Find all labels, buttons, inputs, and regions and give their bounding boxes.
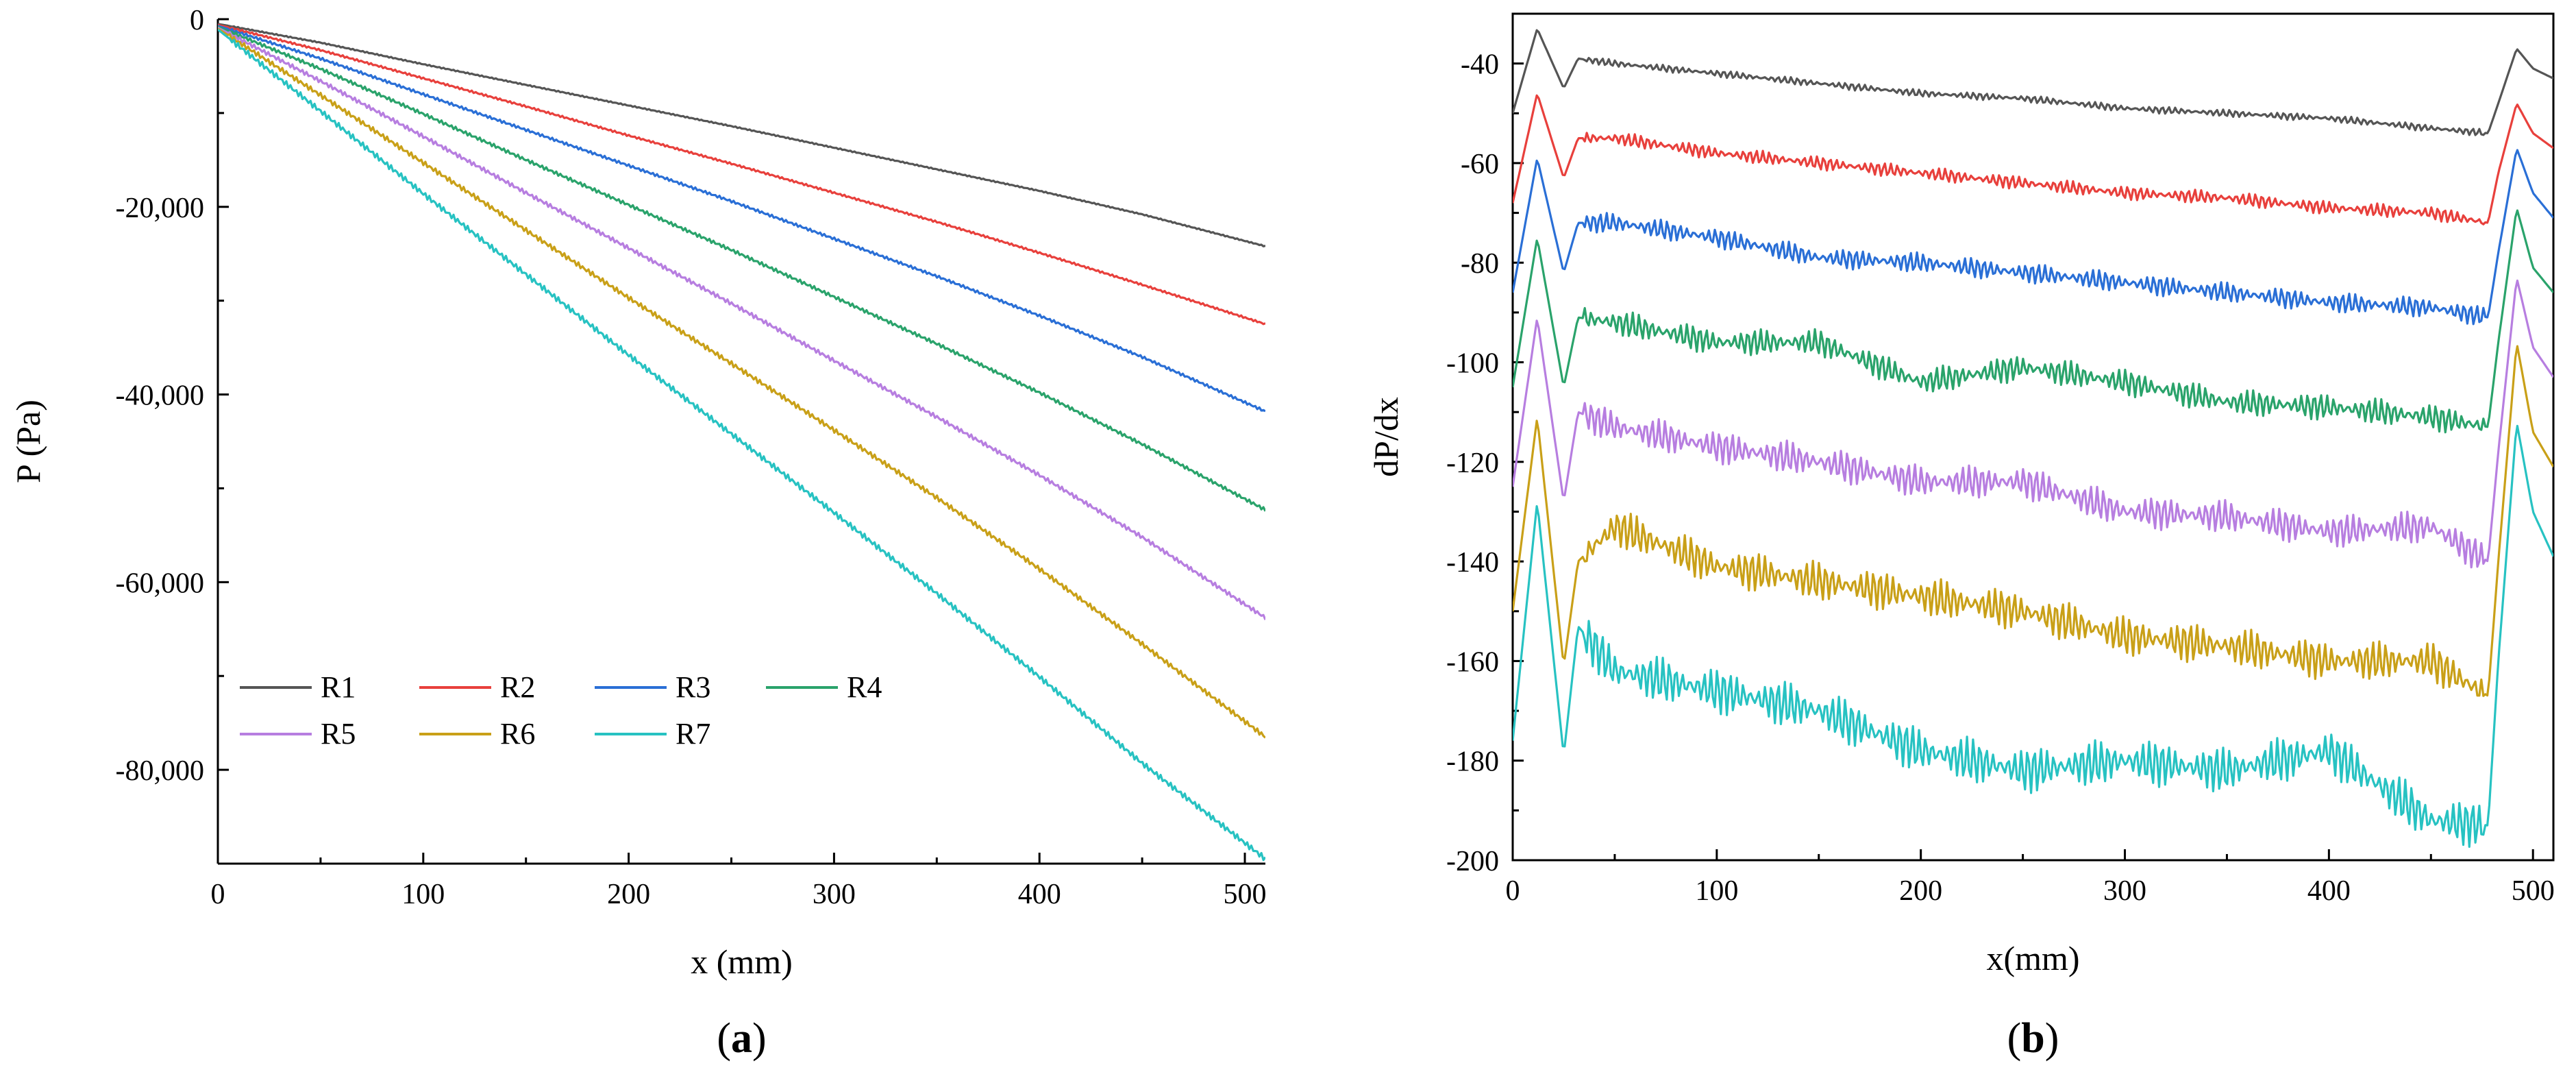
- series-line-R6: [218, 27, 1265, 739]
- plot-frame: [1511, 12, 2555, 862]
- series-line-R3: [218, 25, 1265, 413]
- series-line-R6: [1513, 345, 2553, 697]
- x-tick-label: 400: [2307, 875, 2351, 907]
- legend-item-R6: R6: [419, 717, 535, 751]
- series-group: [1513, 29, 2553, 849]
- panel-label: (b): [2007, 1015, 2059, 1062]
- y-axis-label: dP/dx: [1367, 397, 1405, 477]
- y-tick-label: -100: [1446, 348, 1499, 380]
- legend-label: R2: [500, 670, 535, 704]
- series-line-R5: [218, 26, 1265, 620]
- series-group: [218, 23, 1265, 862]
- x-tick-label: 500: [2512, 875, 2555, 907]
- panel-label-close: ): [2045, 1015, 2059, 1062]
- legend-item-R3: R3: [595, 670, 710, 704]
- series-line-R1: [1513, 29, 2553, 136]
- legend-item-R1: R1: [240, 670, 356, 704]
- series-line-R3: [1513, 149, 2553, 326]
- legend-label: R6: [500, 717, 535, 751]
- legend-label: R7: [676, 717, 710, 751]
- panel-label-letter: a: [731, 1015, 752, 1062]
- panel-label-open: (: [717, 1015, 731, 1062]
- y-tick-label: -40: [1461, 49, 1499, 81]
- y-tick-label: -180: [1446, 746, 1499, 778]
- x-tick-label: 100: [401, 879, 445, 910]
- legend-item-R2: R2: [419, 670, 535, 704]
- series-line-R7: [218, 28, 1265, 862]
- y-tick-label: -80,000: [116, 755, 205, 787]
- x-tick-label: 400: [1018, 879, 1061, 910]
- x-tick-label: 300: [813, 879, 856, 910]
- x-tick-label: 500: [1224, 879, 1267, 910]
- y-tick-label: 0: [190, 5, 204, 36]
- x-tick-label: 200: [1899, 875, 1942, 907]
- legend-label: R1: [321, 670, 356, 704]
- y-tick-label: -200: [1446, 846, 1499, 877]
- series-line-R7: [1513, 424, 2553, 849]
- y-axis-label: P (Pa): [9, 400, 47, 483]
- x-tick-label: 100: [1695, 875, 1738, 907]
- y-tick-label: -140: [1446, 547, 1499, 578]
- legend-item-R4: R4: [766, 670, 882, 704]
- x-tick-label: 200: [607, 879, 650, 910]
- legend-item-R7: R7: [595, 717, 710, 751]
- y-tick-label: -60,000: [116, 568, 205, 599]
- y-tick-label: -60: [1461, 149, 1499, 180]
- x-tick-label: 0: [1506, 875, 1520, 907]
- panel-b: 0 100 200 300 400 500 -40 -60 -80 -100 -120 -140 -16…: [1367, 12, 2555, 1062]
- series-line-R1: [218, 23, 1265, 247]
- panel-label-close: ): [752, 1015, 767, 1062]
- x-axis-label: x(mm): [1986, 939, 2079, 977]
- y-tick-label: -20,000: [116, 193, 205, 224]
- series-line-R4: [1513, 209, 2553, 434]
- legend-label: R5: [321, 717, 356, 751]
- y-tick-label: -160: [1446, 646, 1499, 678]
- panel-a: 0 100 200 300 400 500 0 -20,000 -40,000 -60,000 -8…: [9, 5, 1267, 1062]
- series-line-R5: [1513, 279, 2553, 569]
- series-line-R2: [218, 23, 1265, 326]
- y-tick-label: -120: [1446, 448, 1499, 479]
- x-axis-label: x (mm): [691, 942, 793, 981]
- series-line-R2: [1513, 94, 2553, 226]
- y-tick-label: -80: [1461, 248, 1499, 280]
- legend-label: R3: [676, 670, 710, 704]
- series-line-R4: [218, 25, 1265, 512]
- panel-label-letter: b: [2021, 1015, 2044, 1062]
- x-tick-label: 0: [211, 879, 225, 910]
- x-tick-label: 300: [2103, 875, 2146, 907]
- legend-label: R4: [847, 670, 882, 704]
- y-tick-label: -40,000: [116, 380, 205, 412]
- legend: R1 R2 R3 R4 R5 R6 R7: [240, 670, 882, 751]
- panel-label: (a): [717, 1015, 766, 1062]
- panel-label-open: (: [2007, 1015, 2022, 1062]
- legend-item-R5: R5: [240, 717, 356, 751]
